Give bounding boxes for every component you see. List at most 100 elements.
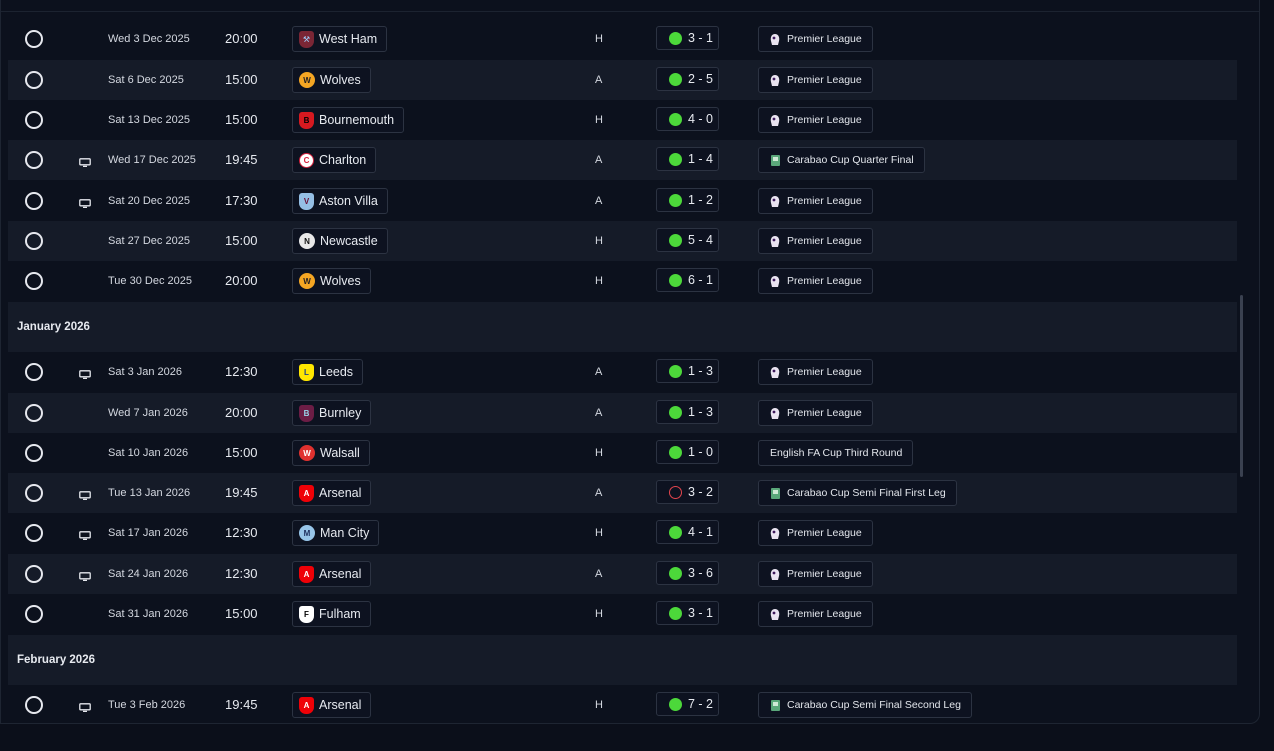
result-chip[interactable]: 4 - 0: [656, 107, 719, 131]
venue: A: [595, 487, 603, 499]
opponent-chip[interactable]: M Man City: [292, 520, 380, 546]
result-chip[interactable]: 1 - 3: [656, 400, 719, 424]
select-radio[interactable]: [25, 232, 43, 250]
competition-chip[interactable]: Carabao Cup Quarter Final: [758, 147, 925, 173]
competition-name: Premier League: [787, 114, 862, 126]
competition-chip[interactable]: Carabao Cup Semi Final First Leg: [758, 480, 957, 506]
fixture-row[interactable]: Sat 20 Dec 2025 17:30 V Aston Villa A 1 -…: [8, 181, 1237, 221]
select-radio[interactable]: [25, 565, 43, 583]
opponent-chip[interactable]: C Charlton: [292, 147, 377, 173]
select-radio[interactable]: [25, 484, 43, 502]
result-chip[interactable]: 3 - 1: [656, 26, 719, 50]
select-radio[interactable]: [25, 404, 43, 422]
select-radio[interactable]: [25, 192, 43, 210]
select-radio[interactable]: [25, 151, 43, 169]
vertical-scrollbar[interactable]: [1240, 295, 1243, 477]
fixture-date: Wed 3 Dec 2025: [108, 33, 190, 45]
opponent-chip[interactable]: L Leeds: [292, 359, 364, 385]
select-radio[interactable]: [25, 363, 43, 381]
select-radio[interactable]: [25, 272, 43, 290]
opponent-chip[interactable]: F Fulham: [292, 601, 371, 627]
competition-chip[interactable]: Premier League: [758, 601, 873, 627]
win-indicator-icon: [669, 233, 682, 247]
result-chip[interactable]: 1 - 2: [656, 188, 719, 212]
fixture-date: Sat 6 Dec 2025: [108, 74, 184, 86]
result-chip[interactable]: 7 - 2: [656, 692, 719, 716]
fixture-row[interactable]: Wed 7 Jan 2026 20:00 B Burnley A 1 - 3 Pr…: [8, 393, 1237, 433]
divider: [1, 11, 1259, 12]
fixture-row[interactable]: Sat 24 Jan 2026 12:30 A Arsenal A 3 - 6 P…: [8, 554, 1237, 594]
select-radio[interactable]: [25, 524, 43, 542]
opponent-chip[interactable]: A Arsenal: [292, 561, 372, 587]
venue: H: [595, 33, 603, 45]
fixture-row[interactable]: Sat 17 Jan 2026 12:30 M Man City H 4 - 1 …: [8, 513, 1237, 553]
opponent-chip[interactable]: B Burnley: [292, 400, 372, 426]
competition-chip[interactable]: Premier League: [758, 561, 873, 587]
venue: H: [595, 699, 603, 711]
competition-chip[interactable]: Premier League: [758, 26, 873, 52]
fixture-row[interactable]: Sat 3 Jan 2026 12:30 L Leeds A 1 - 3 Prem…: [8, 352, 1237, 392]
premier-league-icon: [769, 527, 781, 540]
fixture-row[interactable]: Sat 6 Dec 2025 15:00 W Wolves A 2 - 5 Pre…: [8, 60, 1237, 100]
competition-chip[interactable]: English FA Cup Third Round: [758, 440, 914, 466]
select-radio[interactable]: [25, 696, 43, 714]
score: 3 - 6: [688, 566, 714, 580]
competition-chip[interactable]: Premier League: [758, 400, 873, 426]
fixture-row[interactable]: Wed 17 Dec 2025 19:45 C Charlton A 1 - 4 …: [8, 140, 1237, 180]
competition-chip[interactable]: Premier League: [758, 67, 873, 93]
competition-chip[interactable]: Premier League: [758, 228, 873, 254]
fixture-row[interactable]: Sat 27 Dec 2025 15:00 N Newcastle H 5 - 4…: [8, 221, 1237, 261]
fixture-row[interactable]: Tue 13 Jan 2026 19:45 A Arsenal A 3 - 2 C…: [8, 473, 1237, 513]
fixture-row[interactable]: Sat 13 Dec 2025 15:00 B Bournemouth H 4 -…: [8, 100, 1237, 140]
opponent-name: Burnley: [319, 406, 362, 420]
opponent-chip[interactable]: W Walsall: [292, 440, 370, 466]
opponent-chip[interactable]: ⚒ West Ham: [292, 26, 388, 52]
result-chip[interactable]: 6 - 1: [656, 268, 719, 292]
fixture-row[interactable]: Wed 3 Dec 2025 20:00 ⚒ West Ham H 3 - 1 P…: [8, 19, 1237, 59]
competition-name: Premier League: [787, 195, 862, 207]
result-chip[interactable]: 3 - 1: [656, 601, 719, 625]
result-chip[interactable]: 1 - 3: [656, 359, 719, 383]
burnley-crest-icon: B: [299, 404, 314, 422]
competition-chip[interactable]: Premier League: [758, 520, 873, 546]
venue: H: [595, 275, 603, 287]
select-radio[interactable]: [25, 30, 43, 48]
opponent-chip[interactable]: V Aston Villa: [292, 188, 388, 214]
opponent-chip[interactable]: A Arsenal: [292, 480, 372, 506]
opponent-chip[interactable]: W Wolves: [292, 67, 371, 93]
result-chip[interactable]: 3 - 2: [656, 480, 719, 504]
select-radio[interactable]: [25, 111, 43, 129]
fixture-row[interactable]: Tue 30 Dec 2025 20:00 W Wolves H 6 - 1 Pr…: [8, 261, 1237, 301]
fixture-row[interactable]: Sat 31 Jan 2026 15:00 F Fulham H 3 - 1 Pr…: [8, 594, 1237, 634]
result-chip[interactable]: 2 - 5: [656, 67, 719, 91]
result-chip[interactable]: 1 - 4: [656, 147, 719, 171]
win-indicator-icon: [669, 31, 682, 45]
premier-league-icon: [769, 235, 781, 248]
select-radio[interactable]: [25, 71, 43, 89]
competition-chip[interactable]: Premier League: [758, 359, 873, 385]
fixture-time: 19:45: [225, 485, 258, 500]
result-chip[interactable]: 3 - 6: [656, 561, 719, 585]
opponent-chip[interactable]: A Arsenal: [292, 692, 372, 718]
competition-chip[interactable]: Premier League: [758, 188, 873, 214]
walsall-crest-icon: W: [299, 445, 315, 461]
select-radio[interactable]: [25, 444, 43, 462]
fixture-row[interactable]: Tue 3 Feb 2026 19:45 A Arsenal H 7 - 2 Ca…: [8, 685, 1237, 723]
result-chip[interactable]: 4 - 1: [656, 520, 719, 544]
competition-name: Premier League: [787, 33, 862, 45]
opponent-name: West Ham: [319, 32, 378, 46]
competition-chip[interactable]: Carabao Cup Semi Final Second Leg: [758, 692, 972, 718]
opponent-chip[interactable]: B Bournemouth: [292, 107, 405, 133]
result-chip[interactable]: 1 - 0: [656, 440, 719, 464]
competition-name: Premier League: [787, 568, 862, 580]
premier-league-icon: [769, 33, 781, 46]
opponent-chip[interactable]: N Newcastle: [292, 228, 388, 254]
select-radio[interactable]: [25, 605, 43, 623]
fixture-row[interactable]: Sat 10 Jan 2026 15:00 W Walsall H 1 - 0 E…: [8, 433, 1237, 473]
premier-league-icon: [769, 195, 781, 208]
opponent-chip[interactable]: W Wolves: [292, 268, 371, 294]
result-chip[interactable]: 5 - 4: [656, 228, 719, 252]
fixture-time: 15:00: [225, 606, 258, 621]
competition-chip[interactable]: Premier League: [758, 268, 873, 294]
competition-chip[interactable]: Premier League: [758, 107, 873, 133]
